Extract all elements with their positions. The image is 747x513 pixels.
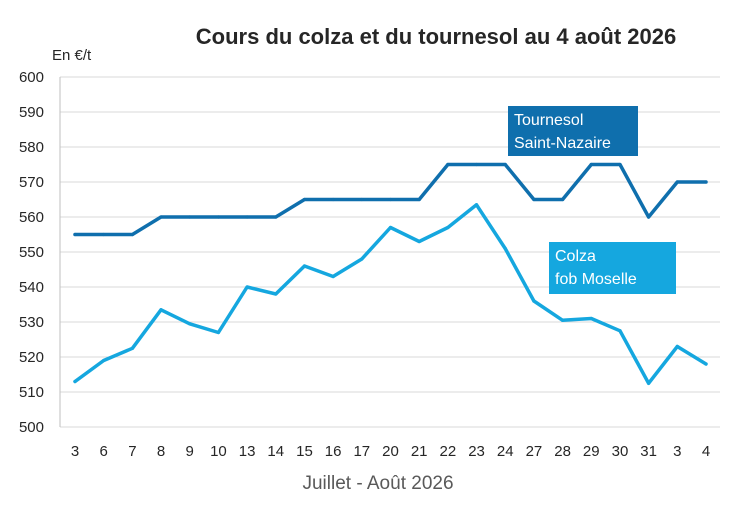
y-tick-label: 570 <box>19 174 44 191</box>
data-point-1 <box>446 225 450 230</box>
data-point-0 <box>360 197 364 202</box>
x-tick-label: 3 <box>673 443 681 460</box>
data-point-1 <box>503 246 507 251</box>
x-tick-label: 31 <box>640 443 657 460</box>
data-point-0 <box>274 215 278 219</box>
data-point-0 <box>130 232 134 237</box>
x-tick-label: 8 <box>157 443 165 460</box>
data-point-0 <box>417 197 421 202</box>
data-point-1 <box>302 264 307 268</box>
data-point-0 <box>188 215 192 219</box>
x-tick-label: 23 <box>468 443 485 460</box>
x-tick-label: 27 <box>526 443 543 460</box>
data-point-1 <box>647 381 651 385</box>
y-tick-label: 520 <box>19 349 44 366</box>
data-point-1 <box>532 299 536 303</box>
data-point-0 <box>532 197 536 202</box>
x-tick-label: 14 <box>267 443 284 460</box>
series-lines <box>73 162 708 386</box>
x-tick-label: 21 <box>411 443 428 460</box>
series-label-0: Tournesol Saint-Nazaire <box>508 106 638 156</box>
x-tick-label: 29 <box>583 443 600 460</box>
data-point-0 <box>675 180 679 184</box>
data-point-1 <box>73 379 77 384</box>
series-labels: Tournesol Saint-Nazaire Colza fob Moselle <box>508 106 676 294</box>
data-point-0 <box>589 162 593 167</box>
y-tick-label: 550 <box>19 244 44 261</box>
series-label-text: Tournesol <box>514 112 583 129</box>
chart-title: Cours du colza et du tournesol au 4 août… <box>196 24 676 49</box>
x-tick-label: 15 <box>296 443 313 460</box>
x-tick-label: 24 <box>497 443 514 460</box>
y-tick-label: 580 <box>19 139 44 156</box>
data-point-1 <box>675 344 679 349</box>
y-tick-label: 510 <box>19 384 44 401</box>
x-tick-label: 22 <box>440 443 457 460</box>
data-point-1 <box>589 316 593 321</box>
data-point-1 <box>274 292 278 296</box>
data-point-0 <box>446 162 450 167</box>
data-point-0 <box>331 197 335 202</box>
y-axis-unit-label: En €/t <box>52 47 92 64</box>
data-point-1 <box>704 362 708 366</box>
data-point-0 <box>102 232 106 237</box>
data-point-1 <box>130 346 134 350</box>
data-point-0 <box>474 162 479 167</box>
data-point-1 <box>618 329 622 333</box>
data-point-1 <box>331 274 335 279</box>
data-point-0 <box>560 197 565 202</box>
data-point-1 <box>245 285 249 289</box>
y-axis-ticks: 500 510 520 530 540 550 560 570 580 590 600 <box>19 69 44 436</box>
data-point-1 <box>216 330 221 335</box>
data-point-1 <box>388 225 393 230</box>
data-point-1 <box>560 318 565 322</box>
x-tick-label: 7 <box>128 443 136 460</box>
data-point-1 <box>474 203 479 207</box>
series-label-box <box>508 106 638 156</box>
data-point-1 <box>360 257 364 261</box>
x-tick-label: 16 <box>325 443 342 460</box>
y-tick-label: 560 <box>19 209 44 226</box>
data-point-1 <box>102 358 106 363</box>
data-point-0 <box>503 162 507 167</box>
x-tick-label: 30 <box>612 443 629 460</box>
data-point-0 <box>159 215 163 219</box>
data-point-1 <box>417 239 421 244</box>
data-point-1 <box>159 308 163 312</box>
series-label-text: Saint-Nazaire <box>514 135 611 152</box>
x-tick-label: 9 <box>186 443 194 460</box>
data-point-0 <box>245 215 249 219</box>
x-tick-label: 20 <box>382 443 399 460</box>
y-tick-label: 540 <box>19 279 44 296</box>
series-label-1: Colza fob Moselle <box>549 242 676 294</box>
series-label-text: Colza <box>555 248 596 265</box>
x-tick-label: 6 <box>100 443 108 460</box>
x-axis-ticks: 3 6 7 8 9 10 13 14 15 16 17 20 21 22 23 24 27 28 29 30 31 3 4 <box>71 443 710 460</box>
x-tick-label: 28 <box>554 443 571 460</box>
x-tick-label: 4 <box>702 443 710 460</box>
y-tick-label: 500 <box>19 419 44 436</box>
x-tick-label: 17 <box>353 443 370 460</box>
y-tick-label: 590 <box>19 104 44 121</box>
series-label-text: fob Moselle <box>555 271 637 288</box>
data-point-0 <box>647 215 651 219</box>
y-tick-label: 600 <box>19 69 44 86</box>
data-point-0 <box>73 232 77 237</box>
data-point-0 <box>216 215 221 219</box>
y-tick-label: 530 <box>19 314 44 331</box>
data-point-0 <box>704 180 708 184</box>
x-axis-label: Juillet - Août 2026 <box>302 473 453 494</box>
data-point-1 <box>188 322 192 326</box>
data-point-0 <box>388 197 393 202</box>
x-tick-label: 13 <box>239 443 256 460</box>
data-point-0 <box>618 162 622 167</box>
x-tick-label: 10 <box>210 443 227 460</box>
series-label-box <box>549 242 676 294</box>
x-tick-label: 3 <box>71 443 79 460</box>
data-point-0 <box>302 197 307 202</box>
